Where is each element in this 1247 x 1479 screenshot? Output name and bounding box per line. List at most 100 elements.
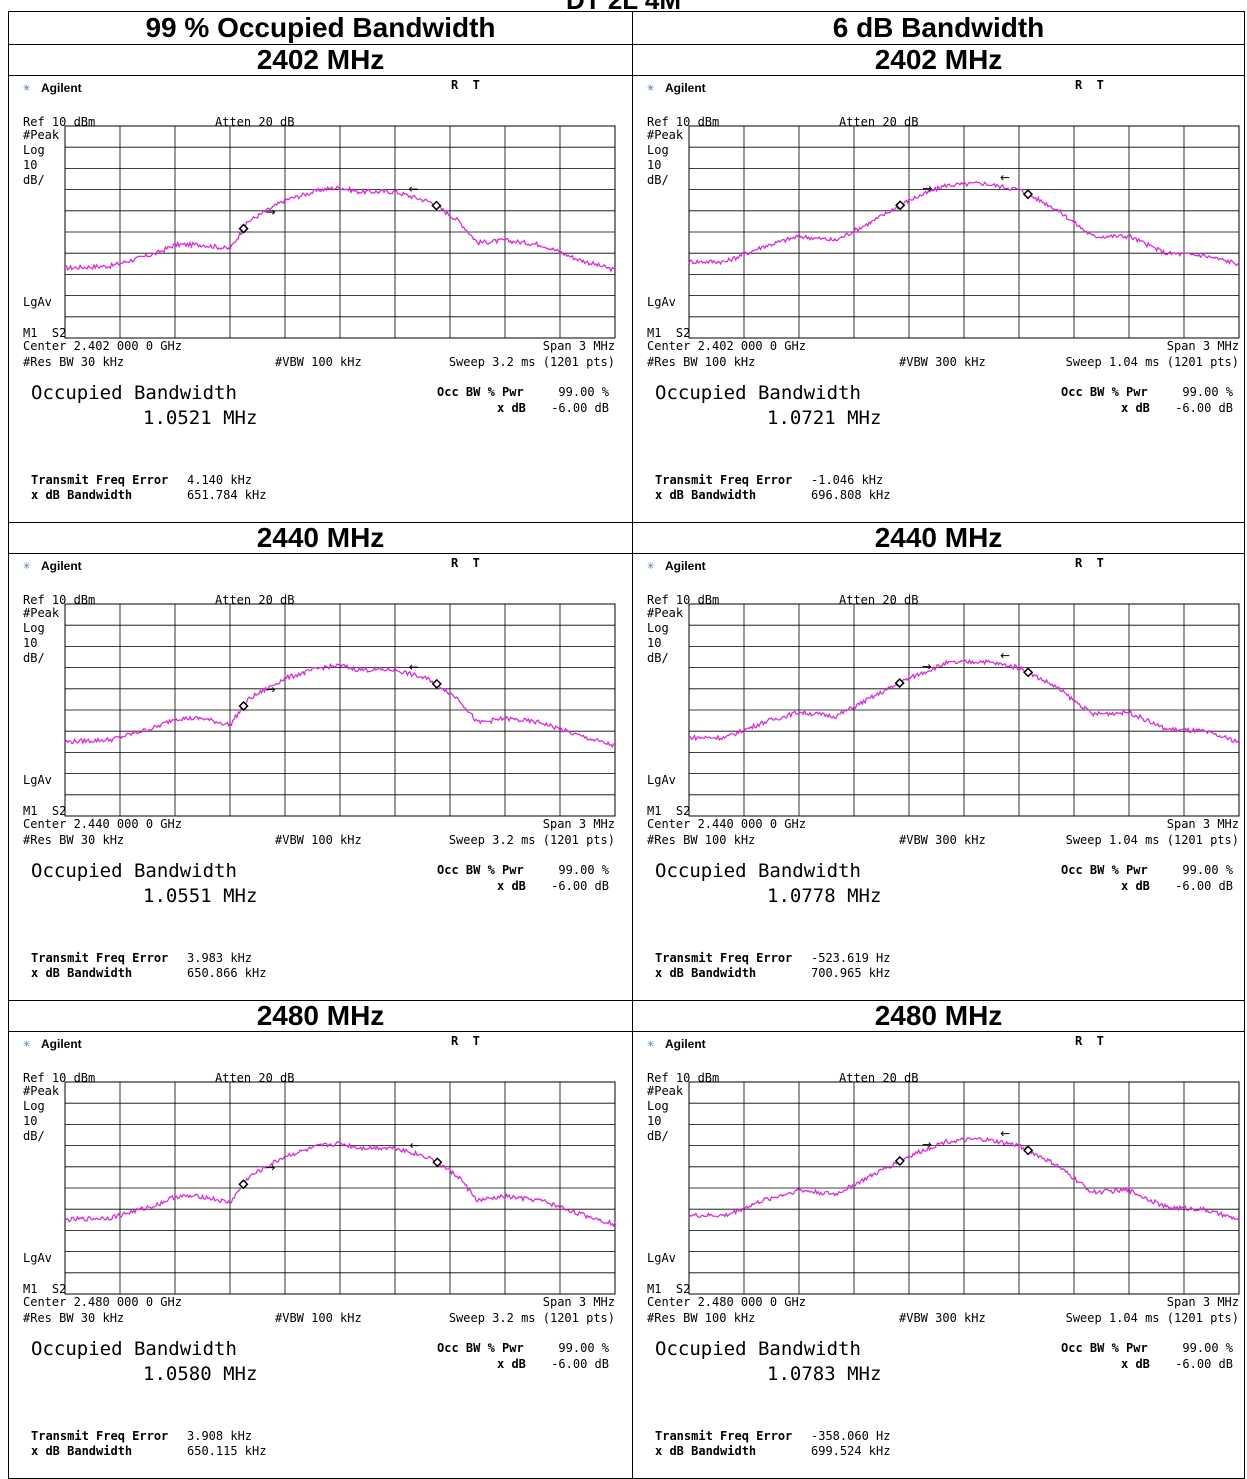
occupied-bw-value: 1.0551 MHz [143,885,258,907]
xdb-value: -6.00 dB [551,1357,609,1371]
xdb-label: x dB [497,879,526,893]
occupied-bw-value: 1.0521 MHz [143,407,258,429]
agilent-logo-icon: ✳ [647,80,655,94]
marker-diamond [431,200,442,211]
arrow-right-icon: → [266,682,276,696]
marker-diamond [238,1179,249,1190]
averaging-mode: LgAv [647,773,676,787]
xdb-value: -6.00 dB [1175,879,1233,893]
freq-header: 2402 MHz [632,44,1245,76]
transmit-freq-error-label: Transmit Freq Error [655,1429,793,1443]
arrow-left-icon: ← [409,1139,419,1153]
freq-header: 2440 MHz [632,522,1245,554]
scale-value: 10 [647,158,662,172]
spectrum-plot: →← [64,603,616,817]
analyzer-screenshot-cell: ✳ Agilent R T Ref 10 dBm Atten 20 dB #Peak Log… [632,553,1245,1001]
video-bandwidth: #VBW 100 kHz [275,355,362,369]
occ-pwr-value: 99.00 % [1182,385,1233,399]
attenuation: Atten 20 dB [839,115,919,129]
brand-label: Agilent [665,1037,706,1051]
transmit-freq-error-label: Transmit Freq Error [655,951,793,965]
analyzer-screenshot-cell: ✳ Agilent R T Ref 10 dBm Atten 20 dB #Peak Log… [8,1031,633,1479]
brand-label: Agilent [665,81,706,95]
occ-pwr-value: 99.00 % [558,863,609,877]
freq-header: 2480 MHz [632,1000,1245,1032]
attenuation: Atten 20 dB [215,593,295,607]
occ-pwr-value: 99.00 % [558,1341,609,1355]
marker-diamond [895,200,906,211]
detector-mode: #Peak [23,606,60,620]
status-indicator: R T [451,1034,480,1048]
ref-level: Ref 10 dBm [23,593,96,607]
marker-status: M1 S2 [23,1282,67,1296]
attenuation: Atten 20 dB [215,1071,295,1085]
spectrum-trace [64,662,616,749]
resolution-bandwidth: #Res BW 100 kHz [647,355,756,369]
analyzer-screenshot-cell: ✳ Agilent R T Ref 10 dBm Atten 20 dB #Peak Log… [632,1031,1245,1479]
xdb-label: x dB [1121,401,1150,415]
spectrum-trace [688,658,1240,743]
center-frequency: Center 2.440 000 0 GHz [23,817,182,831]
video-bandwidth: #VBW 300 kHz [899,355,986,369]
averaging-mode: LgAv [647,1251,676,1265]
video-bandwidth: #VBW 300 kHz [899,1311,986,1325]
occ-pwr-label: Occ BW % Pwr [437,863,524,877]
span: Span 3 MHz [1166,339,1239,353]
video-bandwidth: #VBW 100 kHz [275,833,362,847]
marker-diamond [894,678,905,689]
scale-type: Log [647,143,669,157]
attenuation: Atten 20 dB [839,593,919,607]
averaging-mode: LgAv [23,295,52,309]
averaging-mode: LgAv [23,1251,52,1265]
scale-type: Log [647,1099,669,1113]
resolution-bandwidth: #Res BW 30 kHz [23,833,125,847]
occ-pwr-label: Occ BW % Pwr [437,1341,524,1355]
scale-unit: dB/ [647,1129,669,1143]
xdb-bandwidth-value: 699.524 kHz [811,1444,891,1458]
xdb-bandwidth-value: 650.866 kHz [187,966,267,980]
arrow-left-icon: ← [409,660,419,674]
scale-type: Log [23,621,45,635]
ref-level: Ref 10 dBm [23,115,96,129]
spectrum-plot: →← [64,1081,616,1295]
xdb-bandwidth-label: x dB Bandwidth [31,488,133,502]
occ-pwr-label: Occ BW % Pwr [1061,385,1148,399]
resolution-bandwidth: #Res BW 100 kHz [647,1311,756,1325]
status-indicator: R T [1075,78,1104,92]
xdb-bandwidth-label: x dB Bandwidth [31,1444,133,1458]
detector-mode: #Peak [23,1084,60,1098]
marker-diamond [238,700,249,712]
detector-mode: #Peak [23,128,60,142]
marker-status: M1 S2 [23,326,67,340]
video-bandwidth: #VBW 100 kHz [275,1311,362,1325]
occ-pwr-label: Occ BW % Pwr [437,385,524,399]
status-indicator: R T [1075,1034,1104,1048]
spectrum-trace [64,1141,616,1228]
agilent-logo-icon: ✳ [23,1036,31,1050]
status-indicator: R T [451,78,480,92]
marker-diamond [1022,189,1034,200]
occupied-bw-title: Occupied Bandwidth [31,1338,237,1360]
occ-pwr-value: 99.00 % [1182,863,1233,877]
detector-mode: #Peak [647,1084,684,1098]
agilent-logo-icon: ✳ [23,80,31,94]
arrow-right-icon: → [266,205,276,219]
transmit-freq-error-label: Transmit Freq Error [31,473,169,487]
brand-label: Agilent [41,81,82,95]
occupied-bw-value: 1.0580 MHz [143,1363,258,1385]
occ-pwr-value: 99.00 % [1182,1341,1233,1355]
freq-header: 2402 MHz [8,44,633,76]
arrow-right-icon: → [922,182,932,196]
span: Span 3 MHz [542,817,615,831]
status-indicator: R T [1075,556,1104,570]
results-table: 99 % Occupied Bandwidth 6 dB Bandwidth 2… [8,11,1245,1479]
transmit-freq-error-label: Transmit Freq Error [655,473,793,487]
transmit-freq-error-value: 3.908 kHz [187,1429,253,1443]
arrow-left-icon: ← [1000,1127,1010,1141]
brand-label: Agilent [41,559,82,573]
spectrum-plot: →← [64,125,616,339]
agilent-logo-icon: ✳ [647,1036,655,1050]
marker-status: M1 S2 [647,804,691,818]
span: Span 3 MHz [542,1295,615,1309]
sweep-time: Sweep 3.2 ms (1201 pts) [448,833,615,847]
